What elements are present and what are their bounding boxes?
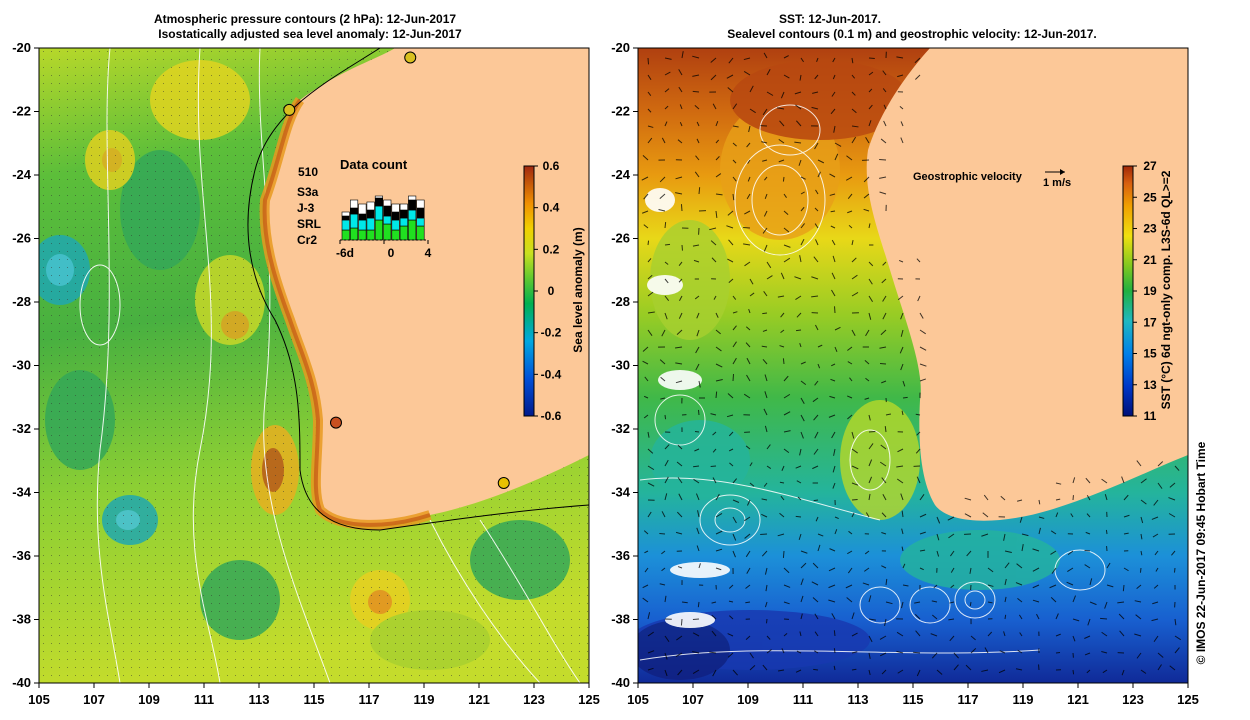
velocity-legend: Geostrophic velocity 1 m/s <box>913 169 1071 189</box>
velocity-label: Geostrophic velocity <box>913 171 1023 183</box>
colorbar-tick-label: 0.2 <box>543 242 560 256</box>
lon-tick-label: 113 <box>848 692 869 707</box>
lon-tick-label: 107 <box>83 692 105 707</box>
lon-tick-label: 115 <box>903 692 924 707</box>
tide-gauge-marker <box>283 103 296 116</box>
lon-tick-label: 125 <box>578 692 600 707</box>
lat-tick-label: -34 <box>12 485 32 500</box>
data-count-inset: Data count 510 S3a J-3 SRL Cr2 -6d 0 4 <box>297 157 432 260</box>
lat-tick-label: -20 <box>12 40 31 55</box>
sla-colorbar: 0.6 0.4 0.2 0 -0.2 -0.4 -0.6 Sea level anomaly… <box>523 159 585 423</box>
inset-bars <box>341 195 425 241</box>
mission-j3: J-3 <box>297 201 315 215</box>
colorbar-tick-label: -0.6 <box>541 409 562 423</box>
lon-tick-label: 123 <box>523 692 545 707</box>
lat-tick-label: -26 <box>611 231 630 246</box>
lon-tick-label: 125 <box>1177 692 1199 707</box>
left-title-line2: Isostatically adjusted sea level anomaly… <box>158 27 462 41</box>
mission-cr2: Cr2 <box>297 233 317 247</box>
lon-tick-label: 107 <box>682 692 704 707</box>
colorbar-tick-label: 11 <box>1144 409 1157 423</box>
tide-gauge-marker <box>404 51 417 64</box>
colorbar-tick-label: 21 <box>1143 253 1157 267</box>
right-title-line2: Sealevel contours (0.1 m) and geostrophi… <box>727 27 1096 41</box>
lat-tick-label: -28 <box>611 294 630 309</box>
lat-tick-label: -22 <box>12 104 31 119</box>
lon-tick-label: 121 <box>468 692 490 707</box>
sst-map <box>638 48 1188 683</box>
inset-xtick-2: 4 <box>425 246 432 260</box>
lon-tick-label: 113 <box>249 692 270 707</box>
colorbar-tick-label: 25 <box>1143 190 1157 204</box>
lon-tick-label: 115 <box>304 692 325 707</box>
lat-tick-label: -38 <box>611 612 630 627</box>
sla-map <box>39 48 589 683</box>
colorbar-tick-label: 0 <box>548 284 555 298</box>
inset-max-label: 510 <box>298 165 318 179</box>
lat-tick-label: -32 <box>611 421 630 436</box>
lat-tick-label: -36 <box>611 548 630 563</box>
lat-tick-label: -36 <box>12 548 31 563</box>
mission-s3a: S3a <box>297 185 319 199</box>
colorbar-tick-label: 27 <box>1143 159 1157 173</box>
lat-tick-label: -22 <box>611 104 630 119</box>
lat-tick-label: -32 <box>12 421 31 436</box>
colorbar-tick-label: -0.4 <box>541 367 562 381</box>
lat-tick-label: -26 <box>12 231 31 246</box>
lon-tick-label: 123 <box>1122 692 1144 707</box>
lat-tick-label: -40 <box>12 675 31 690</box>
lat-tick-label: -24 <box>611 167 631 182</box>
credit-text: © IMOS 22-Jun-2017 09:45 Hobart Time <box>1194 441 1208 664</box>
colorbar-tick-label: 0.6 <box>543 159 560 173</box>
mission-srl: SRL <box>297 217 321 231</box>
colorbar-tick-label: 13 <box>1143 378 1157 392</box>
lat-tick-label: -30 <box>12 358 31 373</box>
land-mask-right <box>866 48 1188 521</box>
tide-gauge-marker <box>497 476 510 489</box>
left-title-line1: Atmospheric pressure contours (2 hPa): 1… <box>154 12 456 26</box>
lat-tick-label: -40 <box>611 675 630 690</box>
land-mask <box>264 48 589 525</box>
lat-tick-label: -28 <box>12 294 31 309</box>
lon-tick-label: 119 <box>1013 692 1034 707</box>
lat-tick-label: -24 <box>12 167 32 182</box>
axes: -20 -22 -24 -26 -28 -30 -32 -34 -36 -38 -40 105 107 1… <box>12 40 1199 707</box>
colorbar-tick-label: 15 <box>1143 347 1157 361</box>
lon-tick-label: 105 <box>28 692 50 707</box>
lon-tick-label: 117 <box>359 692 380 707</box>
lat-tick-label: -30 <box>611 358 630 373</box>
colorbar-tick-label: -0.2 <box>541 326 562 340</box>
lon-tick-label: 109 <box>138 692 160 707</box>
inset-xtick-1: 0 <box>388 246 395 260</box>
colorbar-tick-label: 17 <box>1143 315 1157 329</box>
colorbar-tick-label: 0.4 <box>543 201 560 215</box>
lon-tick-label: 121 <box>1067 692 1089 707</box>
sla-colorbar-label: Sea level anomaly (m) <box>571 227 585 352</box>
sst-colorbar-label: SST (°C) 6d ngt-only comp. L3S-6d QL>=2 <box>1159 170 1173 409</box>
lat-tick-label: -34 <box>611 485 631 500</box>
lon-tick-label: 119 <box>414 692 435 707</box>
colorbar-tick-label: 19 <box>1143 284 1157 298</box>
lat-tick-label: -20 <box>611 40 630 55</box>
inset-xtick-0: -6d <box>336 246 354 260</box>
colorbar-tick-label: 23 <box>1143 222 1157 236</box>
lon-tick-label: 117 <box>958 692 979 707</box>
lon-tick-label: 111 <box>194 692 214 707</box>
lon-tick-label: 111 <box>793 692 813 707</box>
lat-tick-label: -38 <box>12 612 31 627</box>
lon-tick-label: 109 <box>737 692 759 707</box>
inset-title: Data count <box>340 157 408 172</box>
right-title-line1: SST: 12-Jun-2017. <box>779 12 881 26</box>
sst-colorbar: 27 25 23 21 19 17 15 13 11 SST (°C) 6d ngt-only … <box>1122 159 1173 423</box>
tide-gauge-marker <box>330 416 342 429</box>
tide-gauge-markers <box>283 51 510 489</box>
velocity-scale: 1 m/s <box>1043 177 1071 189</box>
lon-tick-label: 105 <box>627 692 649 707</box>
